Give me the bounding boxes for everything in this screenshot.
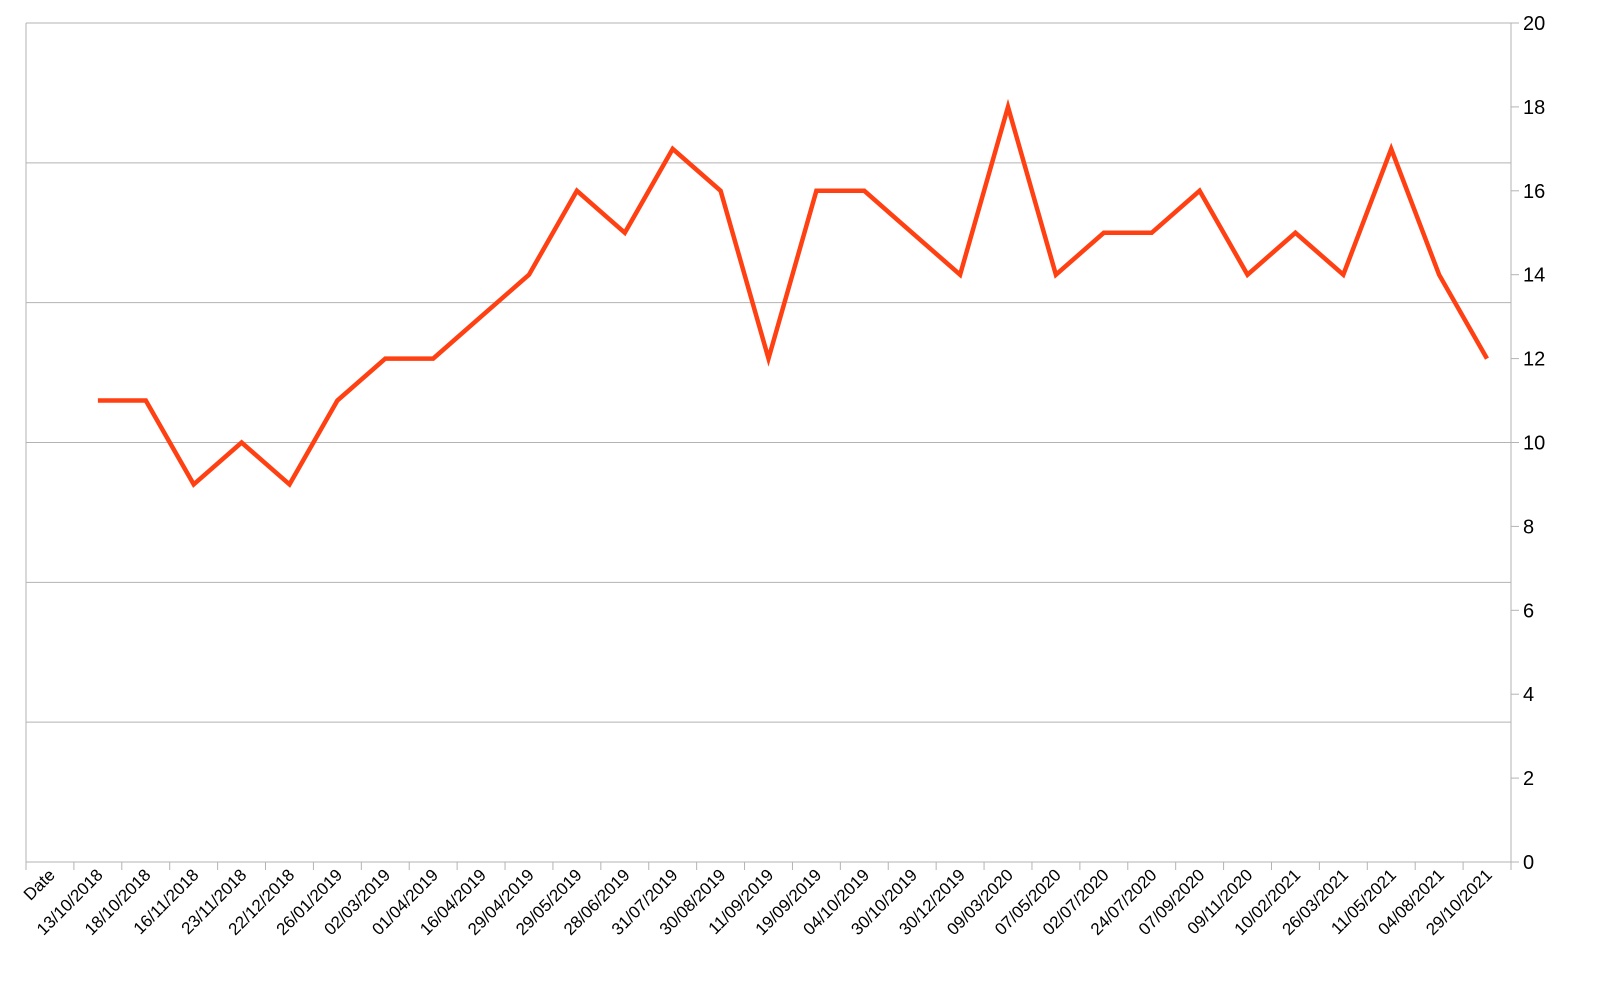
y-tick-label-0: 0 — [1523, 852, 1534, 874]
data-point-30 — [1485, 357, 1489, 361]
y-tick-label-2: 4 — [1523, 684, 1534, 706]
data-point-4 — [240, 441, 244, 445]
data-point-15 — [767, 357, 771, 361]
data-point-25 — [1246, 273, 1250, 277]
data-point-17 — [862, 189, 866, 193]
data-point-13 — [671, 147, 675, 151]
data-point-22 — [1102, 231, 1106, 235]
data-point-12 — [623, 231, 627, 235]
data-point-14 — [719, 189, 723, 193]
y-tick-label-1: 2 — [1523, 768, 1534, 790]
data-point-21 — [1054, 273, 1058, 277]
data-point-6 — [335, 399, 339, 403]
y-tick-label-8: 16 — [1523, 181, 1545, 203]
data-point-1 — [96, 399, 100, 403]
x-tick-label-0: Date — [20, 865, 59, 904]
data-point-18 — [910, 231, 914, 235]
y-tick-label-9: 18 — [1523, 97, 1545, 119]
y-tick-label-10: 20 — [1523, 13, 1545, 35]
y-tick-label-3: 6 — [1523, 600, 1534, 622]
data-point-16 — [814, 189, 818, 193]
data-point-20 — [1006, 105, 1010, 109]
series-line-0 — [97, 98, 1489, 488]
data-point-2 — [144, 399, 148, 403]
data-point-11 — [575, 189, 579, 193]
data-point-19 — [958, 273, 962, 277]
data-point-3 — [192, 482, 196, 486]
data-point-10 — [527, 273, 531, 277]
data-point-5 — [287, 482, 291, 486]
y-tick-label-4: 8 — [1523, 516, 1534, 538]
data-point-9 — [479, 315, 483, 319]
data-point-24 — [1198, 189, 1202, 193]
y-tick-label-6: 12 — [1523, 349, 1545, 371]
data-point-7 — [383, 357, 387, 361]
y-tick-label-7: 14 — [1523, 265, 1545, 287]
data-point-27 — [1341, 273, 1345, 277]
data-point-23 — [1150, 231, 1154, 235]
y-tick-label-5: 10 — [1523, 433, 1545, 455]
data-point-29 — [1437, 273, 1441, 277]
data-point-26 — [1293, 231, 1297, 235]
data-point-28 — [1389, 147, 1393, 151]
data-point-8 — [431, 357, 435, 361]
